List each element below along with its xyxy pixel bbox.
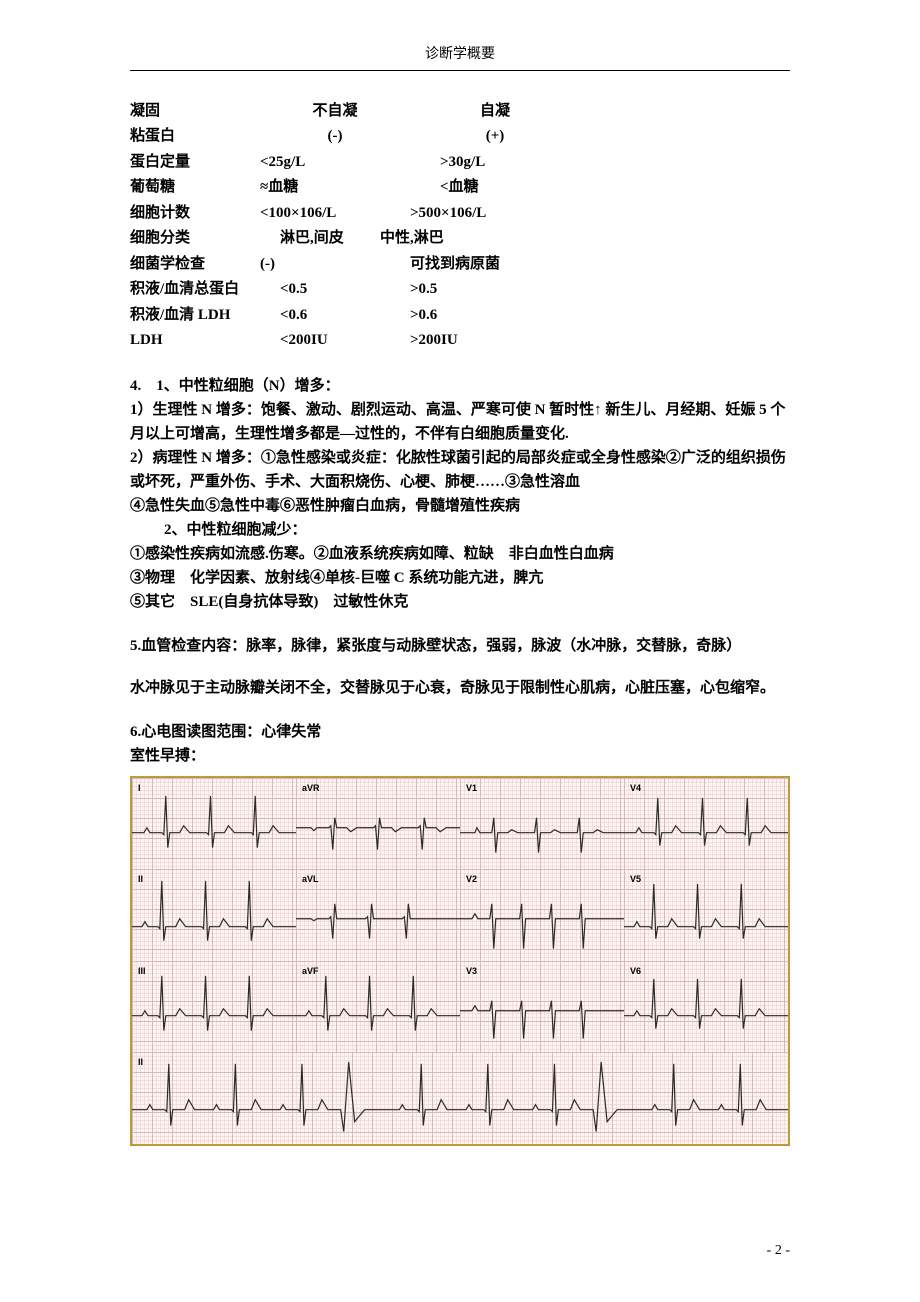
section4-p1: 1）生理性 N 增多：饱餐、激动、剧烈运动、高温、严寒可使 N 暂时性↑ 新生儿… <box>130 398 790 446</box>
ecg-cell: V4 <box>624 778 788 870</box>
table-row: 积液/血清 LDH<0.6>0.6 <box>130 303 790 329</box>
table-row: 凝固不自凝自凝 <box>130 99 790 125</box>
table-row: 葡萄糖≈血糖<血糖 <box>130 175 790 201</box>
section5-p2: 水冲脉见于主动脉瓣关闭不全，交替脉见于心衰，奇脉见于限制性心肌病，心脏压塞，心包… <box>130 676 790 700</box>
section4-sub2: 2、中性粒细胞减少： <box>130 518 790 542</box>
section5-p1: 5.血管检查内容：脉率，脉律，紧张度与动脉壁状态，强弱，脉波（水冲脉，交替脉，奇… <box>130 634 790 658</box>
table-row: 积液/血清总蛋白<0.5>0.5 <box>130 277 790 303</box>
ecg-cell: aVL <box>296 869 460 961</box>
section-6: 6.心电图读图范围：心律失常 室性早搏： <box>130 720 790 768</box>
ecg-cell-long: II <box>132 1052 788 1144</box>
header-title: 诊断学概要 <box>425 47 495 62</box>
ecg-cell: aVR <box>296 778 460 870</box>
table-row: 蛋白定量<25g/L>30g/L <box>130 150 790 176</box>
ecg-row: I aVR V1 V4 <box>132 778 788 870</box>
ecg-chart: I aVR V1 V4 II aVL V2 V5 III aVF V3 V6 I… <box>130 776 790 1146</box>
section4-p4: ①感染性疾病如流感.伤寒。②血液系统疾病如障、粒缺 非白血性白血病 <box>130 542 790 566</box>
section4-p2: 2）病理性 N 增多：①急性感染或炎症：化脓性球菌引起的局部炎症或全身性感染②广… <box>130 446 790 494</box>
section6-p1: 6.心电图读图范围：心律失常 <box>130 720 790 744</box>
ecg-cell: I <box>132 778 296 870</box>
table-row: 粘蛋白(-)(+) <box>130 124 790 150</box>
section-5: 5.血管检查内容：脉率，脉律，紧张度与动脉壁状态，强弱，脉波（水冲脉，交替脉，奇… <box>130 634 790 700</box>
ecg-cell: V1 <box>460 778 624 870</box>
section6-p2: 室性早搏： <box>130 744 790 768</box>
ecg-cell: III <box>132 961 296 1053</box>
ecg-row: III aVF V3 V6 <box>132 961 788 1053</box>
section4-p6: ⑤其它 SLE(自身抗体导致) 过敏性休克 <box>130 590 790 614</box>
ecg-cell: V5 <box>624 869 788 961</box>
table-row: 细菌学检查(-)可找到病原菌 <box>130 252 790 278</box>
page-number: - 2 - <box>767 1243 790 1258</box>
table-row: LDH<200IU>200IU <box>130 328 790 354</box>
comparison-table: 凝固不自凝自凝 粘蛋白(-)(+) 蛋白定量<25g/L>30g/L 葡萄糖≈血… <box>130 99 790 354</box>
ecg-cell: V2 <box>460 869 624 961</box>
ecg-row-rhythm: II <box>132 1052 788 1144</box>
page-header: 诊断学概要 <box>130 44 790 71</box>
ecg-cell: V6 <box>624 961 788 1053</box>
ecg-cell: aVF <box>296 961 460 1053</box>
table-row: 细胞分类淋巴,间皮中性,淋巴 <box>130 226 790 252</box>
section4-p3: ④急性失血⑤急性中毒⑥恶性肿瘤白血病，骨髓增殖性疾病 <box>130 494 790 518</box>
table-row: 细胞计数<100×106/L>500×106/L <box>130 201 790 227</box>
ecg-row: II aVL V2 V5 <box>132 869 788 961</box>
section-4: 4. 1、中性粒细胞（N）增多： 1）生理性 N 增多：饱餐、激动、剧烈运动、高… <box>130 374 790 614</box>
ecg-cell: V3 <box>460 961 624 1053</box>
section4-heading: 4. 1、中性粒细胞（N）增多： <box>130 374 790 398</box>
ecg-cell: II <box>132 869 296 961</box>
page-footer: - 2 - <box>767 1240 790 1262</box>
section4-p5: ③物理 化学因素、放射线④单核-巨噬 C 系统功能亢进，脾亢 <box>130 566 790 590</box>
